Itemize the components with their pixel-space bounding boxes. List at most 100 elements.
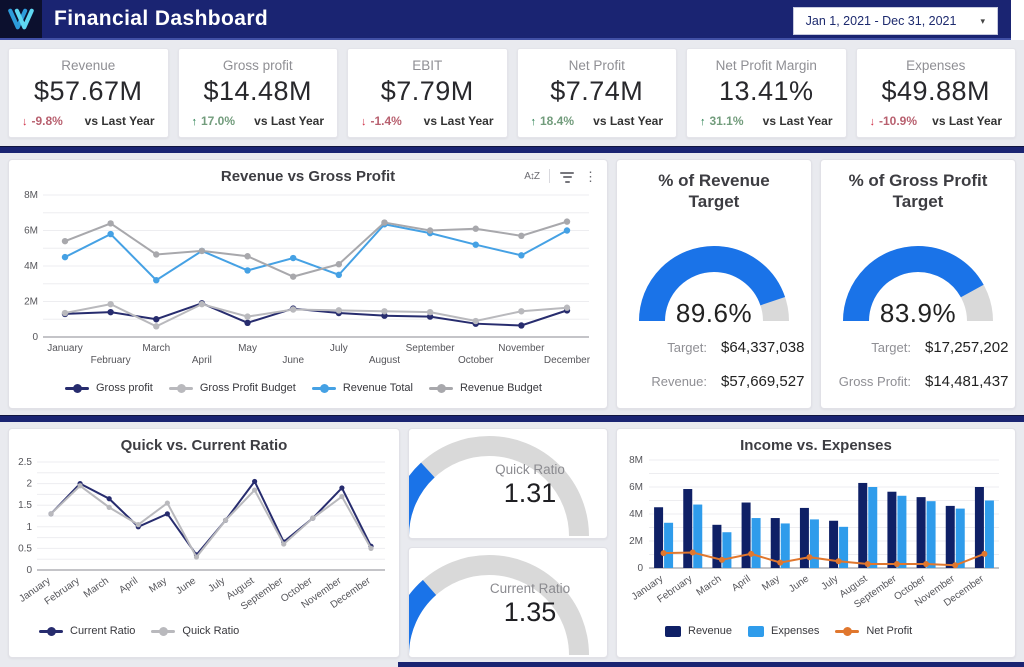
- svg-text:July: July: [330, 343, 348, 354]
- legend-label: Revenue Budget: [459, 382, 542, 394]
- legend-marker: [748, 625, 765, 637]
- revenue-target-gauge[interactable]: [624, 227, 804, 325]
- header-corner-strip: [1011, 0, 1024, 40]
- current-ratio-gauge[interactable]: [409, 547, 607, 658]
- gauge-row-label: Revenue:: [651, 373, 707, 389]
- main-row: Revenue vs Gross Profit A↕Z ⋮ 0 2M 4M 6M 8M J…: [0, 153, 1024, 415]
- svg-text:March: March: [695, 573, 724, 598]
- legend-marker: [151, 626, 176, 636]
- legend-marker: [835, 626, 860, 636]
- svg-text:4M: 4M: [24, 261, 38, 272]
- gauge-row-label: Target:: [667, 339, 707, 355]
- header-bar: Financial Dashboard Jan 1, 2021 - Dec 31…: [0, 0, 1024, 40]
- gross-profit-target-gauge-card: % of Gross Profit Target 83.9% Target: $…: [820, 159, 1016, 409]
- gauge-value: 83.9%: [879, 297, 957, 328]
- separator-band: [0, 146, 1024, 153]
- kpi-value: $49.88M: [881, 76, 991, 106]
- sort-az-icon[interactable]: A↕Z: [524, 170, 540, 182]
- chevron-down-icon: ▾: [980, 15, 985, 26]
- svg-text:0: 0: [637, 563, 643, 574]
- kpi-card-net-profit-margin: Net Profit Margin 13.41% ↑ 31.1% vs Last Y…: [686, 48, 847, 138]
- kpi-delta: -10.9%: [879, 114, 918, 128]
- svg-text:8M: 8M: [629, 455, 643, 466]
- chart-legend: Current Ratio Quick Ratio: [39, 625, 399, 637]
- legend-label: Quick Ratio: [182, 625, 240, 637]
- svg-text:0: 0: [32, 332, 38, 343]
- gauge-row-label: Target:: [871, 339, 911, 355]
- svg-text:April: April: [117, 575, 140, 595]
- legend-label: Gross Profit Budget: [199, 382, 296, 394]
- legend-label: Gross profit: [96, 382, 153, 394]
- svg-text:December: December: [544, 355, 591, 366]
- gauge-row-value: $14,481,437: [925, 372, 1009, 390]
- filter-icon[interactable]: [560, 170, 574, 183]
- legend-item[interactable]: Revenue Total: [311, 382, 413, 394]
- kpi-value: 13.41%: [718, 76, 814, 106]
- arrow-up-icon: ↑: [191, 116, 198, 128]
- quick-ratio-gauge-card: Quick Ratio 1.31: [408, 428, 608, 539]
- legend-label: Revenue: [688, 625, 733, 637]
- kpi-label: Gross profit: [222, 58, 293, 73]
- legend-item[interactable]: Revenue: [665, 625, 732, 637]
- legend-label: Current Ratio: [70, 625, 136, 637]
- kpi-delta: -1.4%: [370, 114, 402, 128]
- legend-item[interactable]: Quick Ratio: [151, 625, 239, 637]
- gauge-value: 1.35: [503, 597, 557, 627]
- svg-text:September: September: [406, 343, 456, 354]
- kpi-compare-label: vs Last Year: [762, 114, 833, 128]
- chart-title: Revenue vs Gross Profit: [220, 168, 396, 185]
- current-ratio-gauge-card: Current Ratio 1.35: [408, 547, 608, 658]
- arrow-down-icon: ↓: [22, 116, 28, 128]
- legend-item[interactable]: Gross profit: [65, 382, 153, 394]
- page-title: Financial Dashboard: [54, 7, 269, 30]
- kpi-value: $14.48M: [203, 76, 313, 106]
- svg-text:August: August: [369, 355, 400, 366]
- gauge-value: 89.6%: [675, 297, 753, 328]
- revenue-vs-gross-profit-plot[interactable]: 0 2M 4M 6M 8M January February March April May Jun…: [9, 185, 601, 377]
- legend-label: Revenue Total: [342, 382, 413, 394]
- date-range-selector[interactable]: Jan 1, 2021 - Dec 31, 2021 ▾: [792, 7, 998, 35]
- svg-text:May: May: [760, 573, 782, 593]
- svg-text:1: 1: [26, 522, 32, 533]
- svg-text:6M: 6M: [24, 226, 38, 237]
- svg-text:June: June: [174, 575, 198, 597]
- legend-marker: [665, 625, 681, 637]
- svg-text:July: July: [206, 575, 227, 594]
- legend-label: Expenses: [771, 625, 820, 637]
- kebab-menu-icon[interactable]: ⋮: [584, 168, 597, 184]
- svg-text:June: June: [282, 355, 304, 366]
- svg-text:2M: 2M: [629, 536, 643, 547]
- quick-vs-current-ratio-card: Quick vs. Current Ratio 0 0.5 1 1.5 2 2.5 Janu…: [8, 428, 400, 658]
- legend-item[interactable]: Gross Profit Budget: [168, 382, 296, 394]
- arrow-up-icon: ↑: [700, 116, 706, 128]
- gauge-row-value: $57,669,527: [721, 372, 805, 390]
- gauge-title: % of Revenue Target: [658, 171, 770, 212]
- gauge-row-label: Gross Profit:: [838, 373, 911, 389]
- logo-v-icon: [8, 8, 34, 30]
- gross-profit-target-gauge[interactable]: [828, 227, 1008, 325]
- legend-item[interactable]: Revenue Budget: [428, 382, 542, 394]
- chart-legend: Revenue Expenses Net Profit: [665, 625, 1015, 637]
- legend-item[interactable]: Current Ratio: [39, 625, 135, 637]
- kpi-label: Net Profit Margin: [715, 58, 817, 73]
- svg-text:May: May: [238, 343, 257, 354]
- legend-item[interactable]: Net Profit: [835, 625, 912, 637]
- svg-text:November: November: [498, 343, 545, 354]
- kpi-label: Expenses: [906, 58, 966, 73]
- quick-ratio-gauge[interactable]: [409, 428, 607, 539]
- svg-text:April: April: [192, 355, 212, 366]
- kpi-compare-label: vs Last Year: [593, 114, 663, 128]
- legend-item[interactable]: Expenses: [748, 625, 819, 637]
- gauge-label: Quick Ratio: [495, 462, 565, 477]
- svg-text:2: 2: [26, 479, 32, 490]
- svg-text:2.5: 2.5: [18, 457, 32, 468]
- arrow-up-icon: ↑: [530, 116, 537, 128]
- app-logo: [0, 0, 42, 38]
- svg-text:May: May: [147, 575, 169, 595]
- svg-text:July: July: [819, 573, 840, 592]
- kpi-delta: -9.8%: [31, 114, 63, 128]
- chart-toolbar: A↕Z ⋮: [524, 169, 597, 183]
- arrow-down-icon: ↓: [361, 116, 367, 128]
